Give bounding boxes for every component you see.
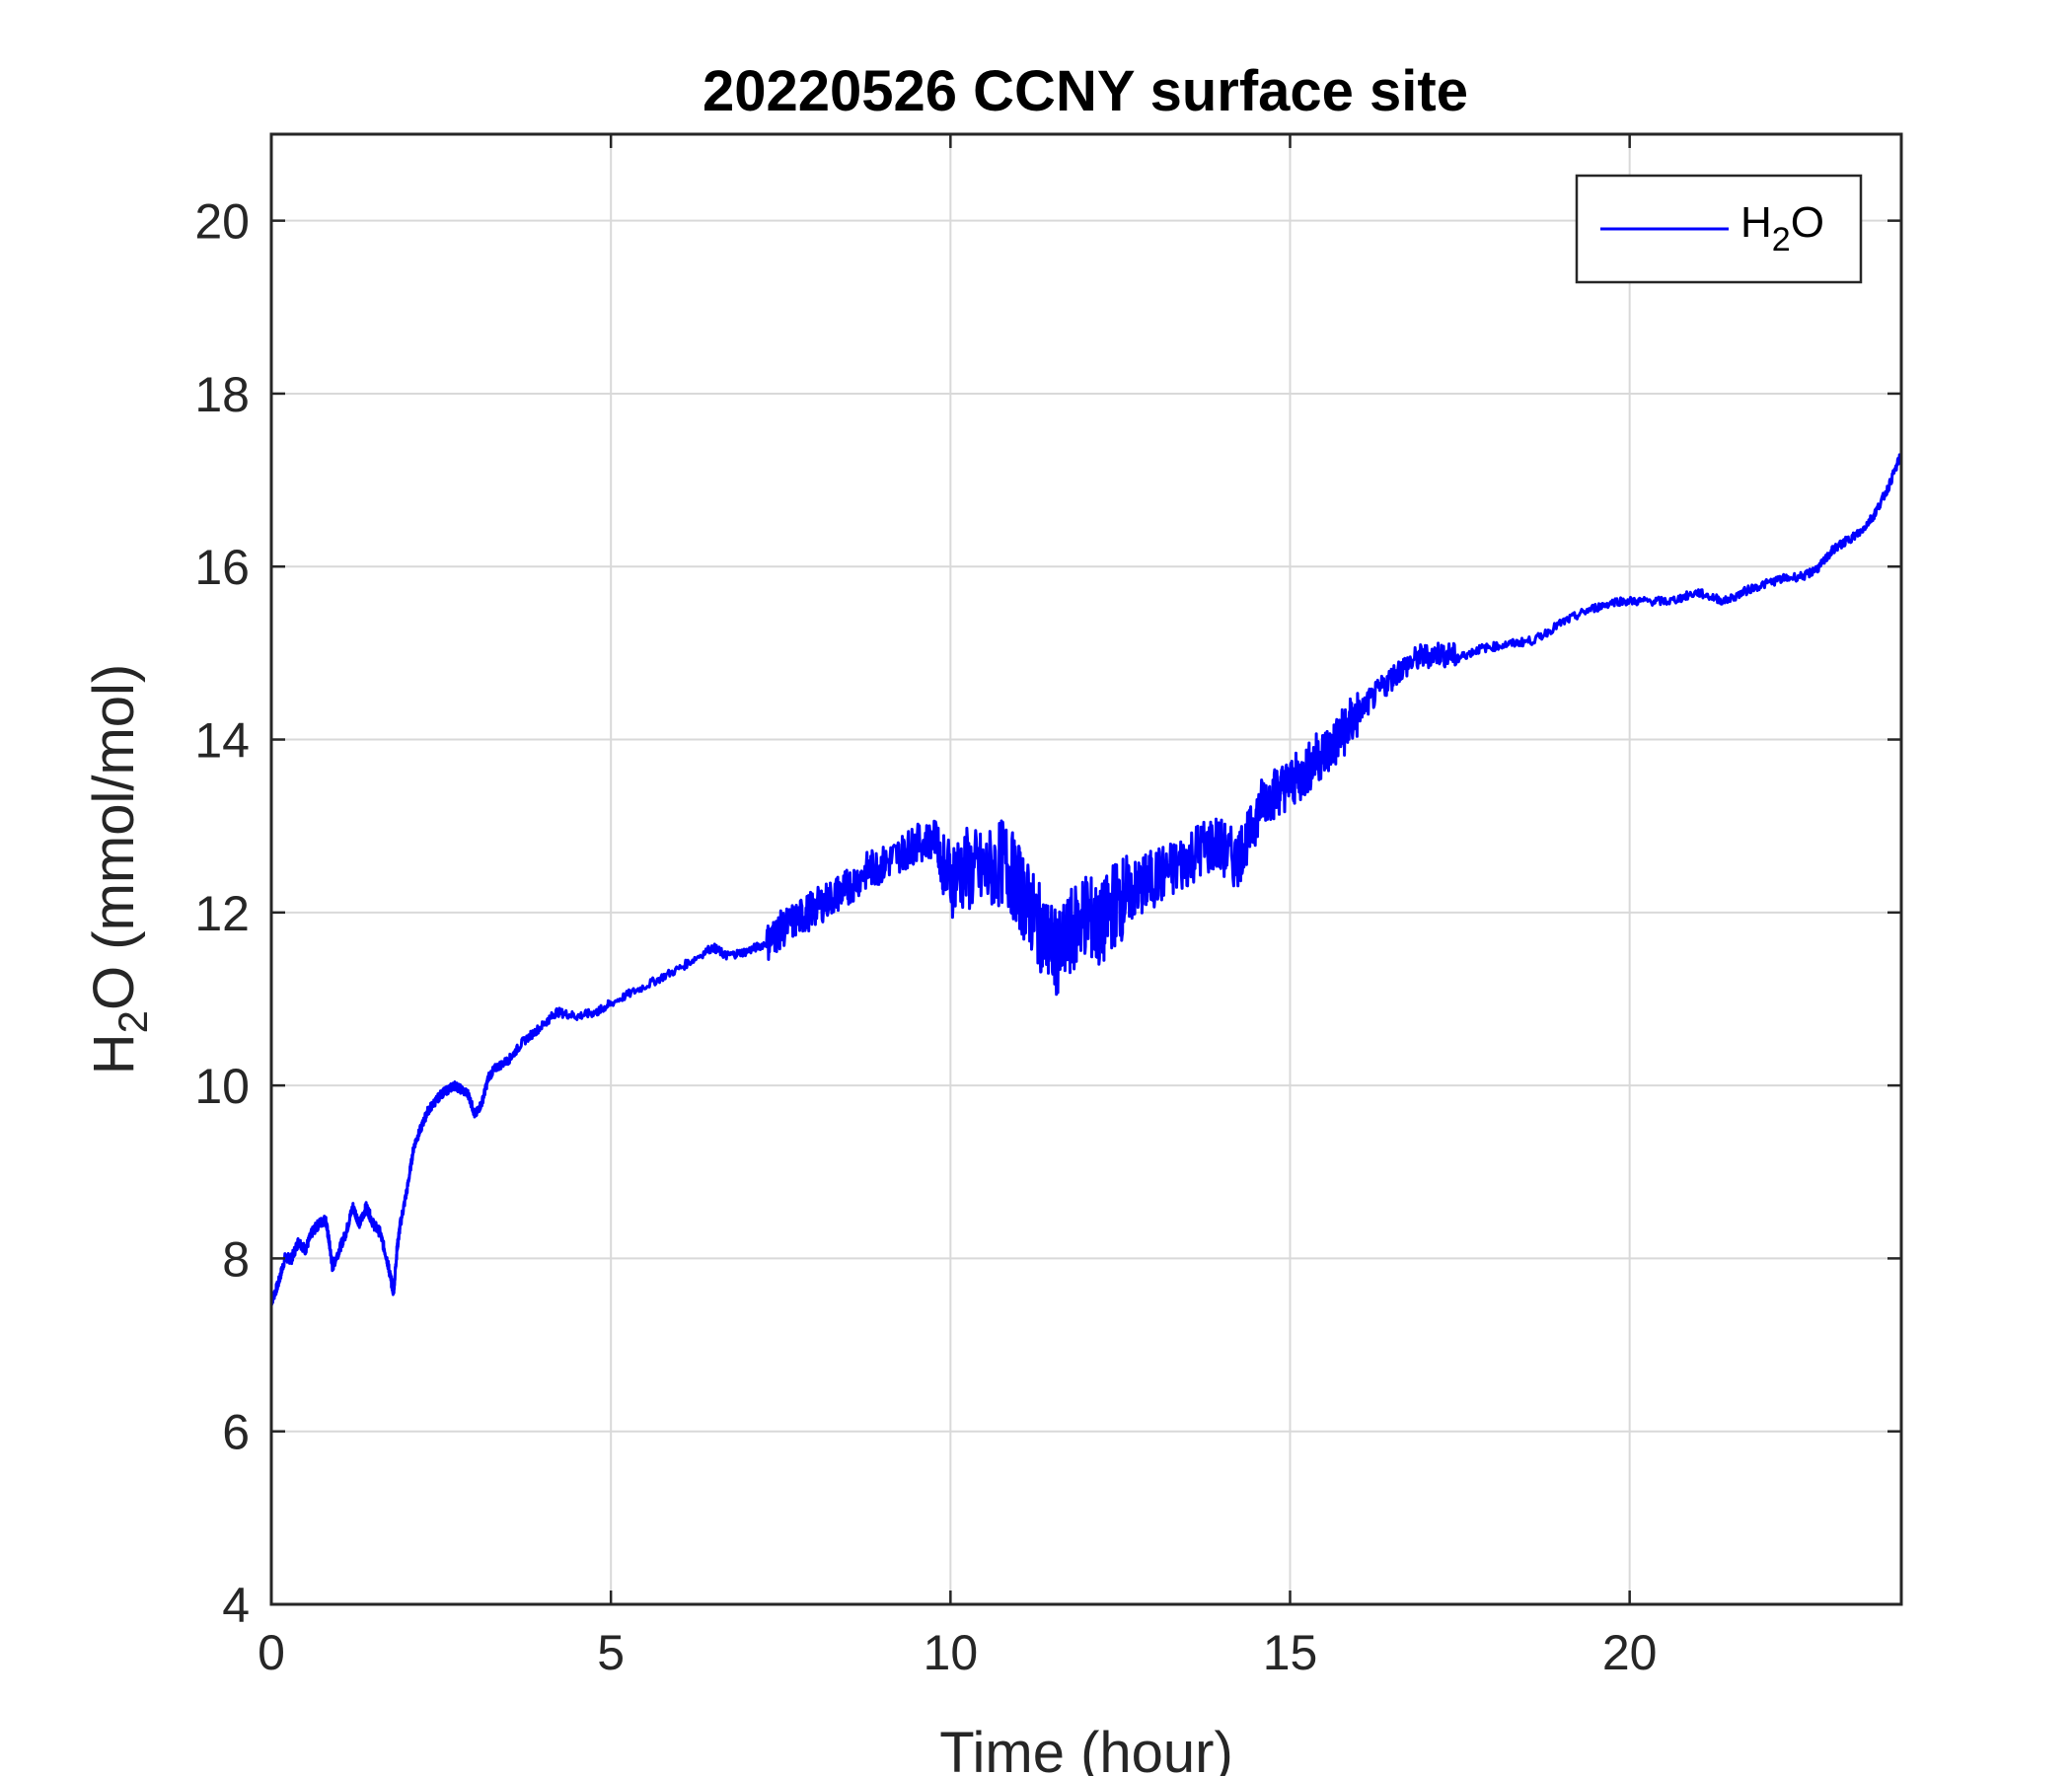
y-axis-label: H2O (mmol/mol) xyxy=(82,664,156,1074)
y-tick-label: 16 xyxy=(194,540,250,595)
y-axis-label-base: H xyxy=(82,1033,146,1074)
x-tick-label: 5 xyxy=(597,1625,625,1680)
y-tick-label: 6 xyxy=(222,1405,250,1460)
plot-frame xyxy=(269,132,1903,1606)
x-axis-label: Time (hour) xyxy=(939,1721,1233,1776)
legend-label-rest: O xyxy=(1791,198,1824,247)
legend-label-sub: 2 xyxy=(1772,221,1791,259)
legend-label-h2o: H2O xyxy=(1740,198,1824,259)
x-tick-label: 0 xyxy=(258,1625,285,1680)
y-tick-label: 10 xyxy=(194,1059,250,1114)
y-tick-label: 8 xyxy=(222,1231,250,1287)
y-axis-label-sub: 2 xyxy=(110,1010,156,1033)
chart-title: 20220526 CCNY surface site xyxy=(703,59,1468,123)
legend-label-base: H xyxy=(1740,198,1772,247)
series-line-h2o xyxy=(269,453,1903,1306)
y-tick-label: 12 xyxy=(194,886,250,941)
x-tick-label: 15 xyxy=(1263,1625,1318,1680)
x-tick-label: 10 xyxy=(924,1625,979,1680)
y-tick-label: 4 xyxy=(222,1578,250,1633)
x-axis-ticks: 0 5 10 15 20 xyxy=(258,134,1657,1680)
y-axis-label-rest: O (mmol/mol) xyxy=(82,664,146,1010)
y-axis-ticks: 4 6 8 10 12 14 16 18 20 xyxy=(194,194,1901,1633)
x-tick-label: 20 xyxy=(1602,1625,1658,1680)
y-tick-label: 18 xyxy=(194,367,250,422)
y-tick-label: 20 xyxy=(194,194,250,250)
legend: H2O xyxy=(1575,174,1863,284)
y-tick-label: 14 xyxy=(194,713,250,769)
